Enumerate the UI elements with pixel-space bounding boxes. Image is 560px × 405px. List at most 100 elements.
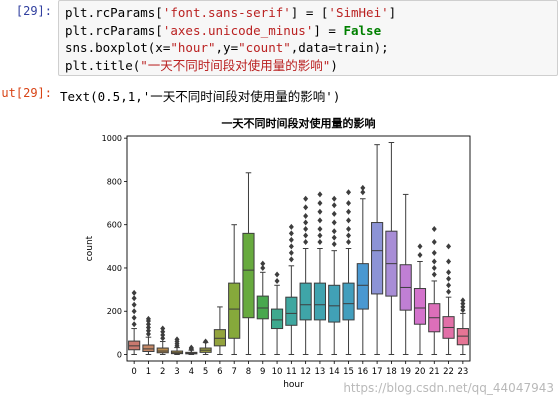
xtick-label-12: 12 bbox=[300, 367, 311, 377]
flier-11-5 bbox=[288, 223, 294, 230]
xtick-label-8: 8 bbox=[246, 367, 251, 377]
flier-12-6 bbox=[303, 195, 309, 202]
plot-frame bbox=[126, 135, 471, 362]
flier-15-0 bbox=[346, 239, 352, 246]
boxplot-figure: 一天不同时间段对使用量的影响 0 200 400 600 800 1000 0 1 2 3 4 5 6 7 8… bbox=[80, 113, 480, 401]
flier-13-3 bbox=[317, 217, 323, 224]
box-23 bbox=[456, 328, 469, 346]
flier-11-0 bbox=[288, 256, 294, 263]
flier-16-0 bbox=[360, 189, 366, 196]
flier-3-3 bbox=[174, 336, 180, 343]
flier-1-1 bbox=[145, 327, 151, 334]
xtick-label-14: 14 bbox=[329, 367, 340, 377]
input-cell[interactable]: [29]: plt.rcParams['font.sans-serif'] = … bbox=[0, 0, 560, 78]
flier-2-1 bbox=[160, 332, 166, 339]
flier-13-4 bbox=[317, 208, 323, 215]
flier-20-1 bbox=[417, 243, 423, 250]
flier-13-5 bbox=[317, 200, 323, 207]
flier-14-2 bbox=[331, 228, 337, 235]
ytick-label-200: 200 bbox=[107, 307, 122, 316]
flier-22-0 bbox=[446, 288, 452, 295]
flier-14-6 bbox=[331, 195, 337, 202]
flier-14-0 bbox=[331, 241, 337, 248]
code-line-2: plt.rcParams['axes.unicode_minus'] = Fal… bbox=[65, 22, 382, 38]
xtick-label-6: 6 bbox=[217, 367, 222, 377]
flier-1-3 bbox=[145, 321, 151, 328]
output-text: Text(0.5,1,'一天不同时间段对使用量的影响') bbox=[60, 89, 341, 104]
output-cell: ut[29]: Text(0.5,1,'一天不同时间段对使用量的影响') bbox=[0, 86, 560, 106]
flier-12-2 bbox=[303, 226, 309, 233]
flier-12-3 bbox=[303, 219, 309, 226]
flier-0-4 bbox=[131, 295, 137, 302]
flier-15-1 bbox=[346, 232, 352, 239]
box-7 bbox=[228, 282, 241, 339]
box-14 bbox=[328, 284, 341, 323]
flier-0-1 bbox=[131, 314, 137, 321]
code-line-1: plt.rcParams['font.sans-serif'] = ['SimH… bbox=[65, 5, 397, 20]
code-editor[interactable]: plt.rcParams['font.sans-serif'] = ['SimH… bbox=[58, 0, 558, 76]
flier-0-2 bbox=[131, 308, 137, 315]
flier-23-3 bbox=[460, 297, 466, 304]
code-line-3: sns.boxplot(x="hour",y="count",data=trai… bbox=[65, 40, 389, 55]
code-line-4: plt.title("一天不同时间段对使用量的影响") bbox=[65, 57, 338, 73]
xtick-label-20: 20 bbox=[415, 367, 426, 377]
flier-2-2 bbox=[160, 328, 166, 335]
flier-21-2 bbox=[431, 258, 437, 265]
flier-1-5 bbox=[145, 315, 151, 322]
box-16 bbox=[356, 263, 369, 310]
flier-22-3 bbox=[446, 269, 452, 276]
flier-9-0 bbox=[260, 264, 266, 271]
flier-12-0 bbox=[303, 239, 309, 246]
xtick-label-19: 19 bbox=[400, 367, 411, 377]
flier-21-3 bbox=[431, 249, 437, 256]
output-prompt: ut[29]: bbox=[1, 86, 52, 100]
flier-12-4 bbox=[303, 213, 309, 220]
flier-13-1 bbox=[317, 232, 323, 239]
flier-5-0 bbox=[203, 338, 209, 345]
flier-14-4 bbox=[331, 210, 337, 217]
xtick-label-0: 0 bbox=[131, 367, 136, 377]
flier-2-3 bbox=[160, 325, 166, 332]
flier-11-2 bbox=[288, 243, 294, 250]
flier-23-2 bbox=[460, 300, 466, 307]
xtick-label-4: 4 bbox=[189, 367, 194, 377]
flier-14-5 bbox=[331, 202, 337, 209]
flier-16-1 bbox=[360, 184, 366, 191]
ytick-label-800: 800 bbox=[107, 177, 122, 186]
flier-15-4 bbox=[346, 208, 352, 215]
code-text[interactable]: plt.rcParams['font.sans-serif'] = ['SimH… bbox=[65, 4, 396, 74]
flier-21-1 bbox=[431, 264, 437, 271]
box-8 bbox=[242, 232, 255, 319]
flier-15-5 bbox=[346, 200, 352, 207]
y-axis-label: count bbox=[85, 235, 95, 261]
xtick-label-21: 21 bbox=[429, 367, 440, 377]
watermark: https://blog.csdn.net/qq_44047943 bbox=[343, 381, 554, 395]
flier-22-5 bbox=[446, 243, 452, 250]
flier-11-3 bbox=[288, 236, 294, 243]
flier-11-1 bbox=[288, 249, 294, 256]
flier-15-6 bbox=[346, 189, 352, 196]
flier-10-1 bbox=[274, 271, 280, 278]
box-11 bbox=[285, 296, 298, 326]
flier-21-5 bbox=[431, 226, 437, 233]
flier-0-3 bbox=[131, 301, 137, 308]
flier-4-2 bbox=[188, 344, 194, 351]
ytick-label-400: 400 bbox=[107, 264, 122, 273]
xtick-label-1: 1 bbox=[146, 367, 151, 377]
xtick-label-23: 23 bbox=[457, 367, 468, 377]
box-10 bbox=[270, 308, 284, 330]
flier-2-0 bbox=[160, 335, 166, 342]
box-1 bbox=[142, 344, 155, 352]
flier-11-4 bbox=[288, 230, 294, 237]
box-9 bbox=[256, 295, 269, 320]
box-6 bbox=[213, 329, 226, 347]
xtick-label-5: 5 bbox=[203, 367, 208, 377]
ytick-label-600: 600 bbox=[107, 221, 122, 230]
xtick-label-16: 16 bbox=[357, 367, 368, 377]
box-2 bbox=[156, 347, 169, 354]
ytick-label-0: 0 bbox=[117, 351, 122, 360]
flier-14-3 bbox=[331, 219, 337, 226]
flier-22-2 bbox=[446, 275, 452, 282]
xtick-label-11: 11 bbox=[286, 367, 297, 377]
